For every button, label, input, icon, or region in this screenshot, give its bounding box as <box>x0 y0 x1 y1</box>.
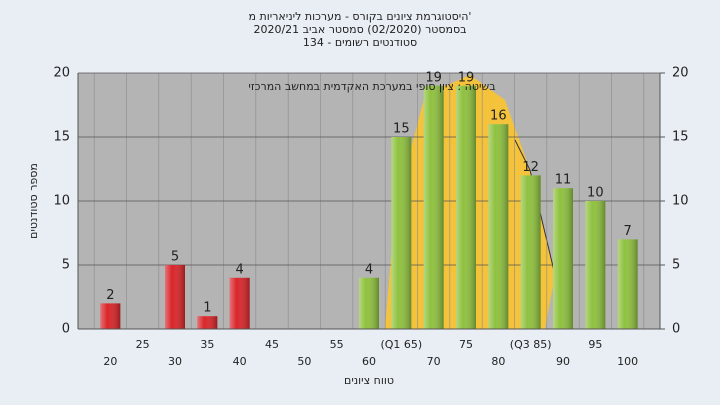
x-tick-label: 55 <box>330 338 344 351</box>
y-tick-label: 0 <box>62 322 70 337</box>
x-tick-label: 50 <box>297 355 311 368</box>
bar-shade <box>197 316 218 329</box>
y2-tick-label: 10 <box>672 194 689 209</box>
bar-shade <box>391 137 412 329</box>
value-label: 5 <box>171 250 179 265</box>
x-tick-label: 95 <box>588 338 602 351</box>
value-label: 19 <box>458 70 475 85</box>
title-line: היסטוגרמת ציונים בקורס - מערכות ליניאריו… <box>249 10 472 23</box>
bar-shade <box>423 85 444 329</box>
y2-tick-label: 0 <box>672 322 680 337</box>
x-tick-label: 45 <box>265 338 279 351</box>
title-line: סטודנטים רשומים - 134 <box>303 36 417 49</box>
bar-shade <box>456 85 476 329</box>
y-tick-label: 20 <box>53 66 70 81</box>
x-tick-label: (Q3 85) <box>510 338 552 351</box>
x-tick-label: 35 <box>200 338 214 351</box>
bar-shade <box>553 188 573 329</box>
x-tick-label: 75 <box>459 338 473 351</box>
value-label: 4 <box>365 262 373 277</box>
x-tick-label: 40 <box>233 355 247 368</box>
y-axis-label: מספר סטודנטים <box>27 163 40 239</box>
x-tick-label: 60 <box>362 355 376 368</box>
y-tick-label: 10 <box>53 194 70 209</box>
bar-shade <box>488 124 509 329</box>
x-axis-label: טווח ציונים <box>344 374 394 387</box>
x-tick-label: 20 <box>103 355 117 368</box>
x-tick-label: 70 <box>427 355 441 368</box>
x-tick-label: 100 <box>617 355 638 368</box>
y2-tick-label: 20 <box>672 66 689 81</box>
y-tick-label: 15 <box>53 130 70 145</box>
y-tick-label: 5 <box>62 258 70 273</box>
value-label: 19 <box>425 70 442 85</box>
value-label: 10 <box>587 186 604 201</box>
bar-shade <box>585 201 606 329</box>
value-label: 16 <box>490 109 507 124</box>
bar-shade <box>165 265 185 329</box>
value-label: 12 <box>522 160 539 175</box>
x-tick-label: 80 <box>491 355 505 368</box>
bar-shade <box>520 175 541 329</box>
value-label: 7 <box>624 224 632 239</box>
y2-tick-label: 15 <box>672 130 689 145</box>
annotation: בשיטה : ציון סופי במערכת האקדמית במחשב ה… <box>248 80 495 93</box>
value-label: 11 <box>555 173 572 188</box>
bar-shade <box>617 239 638 329</box>
title-line: בסמסטר (02/2020) סמסטר אביב 2020/21 <box>253 23 466 36</box>
value-label: 15 <box>393 122 410 137</box>
bar-shade <box>100 303 121 329</box>
x-tick-label: 90 <box>556 355 570 368</box>
value-label: 2 <box>106 288 114 303</box>
bar-shade <box>359 277 379 329</box>
y2-tick-label: 5 <box>672 258 680 273</box>
value-label: 1 <box>203 301 211 316</box>
value-label: 4 <box>236 262 244 277</box>
x-tick-label: 30 <box>168 355 182 368</box>
bar-shade <box>229 277 250 329</box>
x-tick-label: 25 <box>136 338 150 351</box>
x-tick-label: (Q1 65) <box>380 338 422 351</box>
